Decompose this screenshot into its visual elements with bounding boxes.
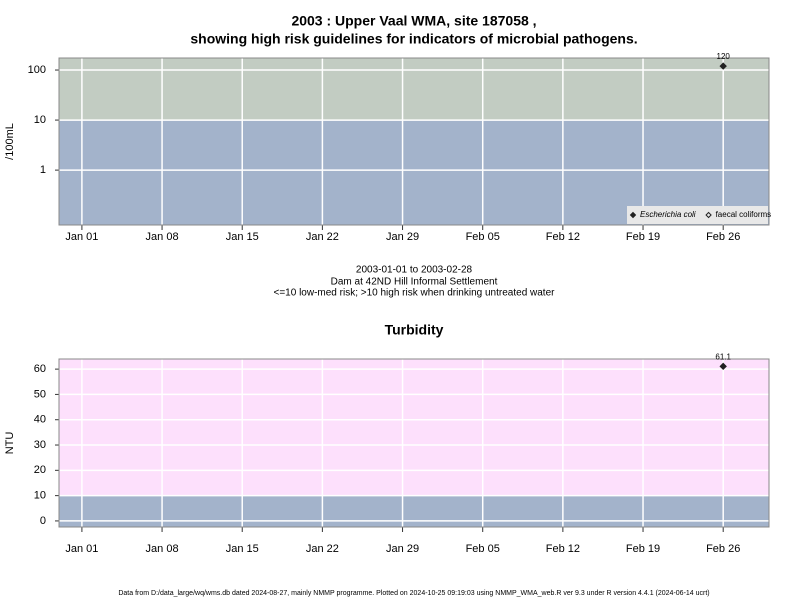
risk-band xyxy=(59,58,769,121)
y-tick-label: 10 xyxy=(34,490,46,502)
x-tick-label: Feb 19 xyxy=(626,543,660,555)
y-tick-label: 10 xyxy=(34,114,46,126)
legend-marker xyxy=(629,211,637,219)
caption-line: <=10 low-med risk; >10 high risk when dr… xyxy=(274,288,556,299)
x-tick-label: Feb 26 xyxy=(706,231,740,243)
caption-line: Dam at 42ND Hill Informal Settlement xyxy=(331,277,498,288)
x-tick-label: Feb 19 xyxy=(626,231,660,243)
footer: Data from D:/data_large/wq/wms.db dated … xyxy=(118,590,709,597)
x-tick-label: Jan 08 xyxy=(146,543,179,555)
x-tick-label: Jan 15 xyxy=(226,543,259,555)
legend-box xyxy=(627,206,768,224)
x-tick-label: Feb 05 xyxy=(466,543,500,555)
chart-title: 2003 : Upper Vaal WMA, site 187058 , xyxy=(291,13,536,29)
x-tick-label: Jan 08 xyxy=(146,231,179,243)
x-tick-label: Jan 22 xyxy=(306,543,339,555)
legend-entry: Escherichia coli xyxy=(640,210,696,219)
chart-title: Turbidity xyxy=(385,322,444,338)
legend-marker xyxy=(705,211,712,219)
value-label: 61.1 xyxy=(715,352,731,361)
chart-title: showing high risk guidelines for indicat… xyxy=(190,31,637,47)
x-tick-label: Jan 01 xyxy=(65,543,98,555)
y-tick-label: 50 xyxy=(34,388,46,400)
y-tick-label: 100 xyxy=(28,64,46,76)
y-axis-label: /100mL xyxy=(4,123,16,160)
x-tick-label: Feb 12 xyxy=(546,543,580,555)
x-tick-label: Feb 12 xyxy=(546,231,580,243)
risk-band xyxy=(59,359,769,496)
x-tick-label: Jan 22 xyxy=(306,231,339,243)
plot-frame xyxy=(58,358,770,528)
y-tick-label: 1 xyxy=(40,164,46,176)
y-tick-label: 30 xyxy=(34,439,46,451)
y-tick-label: 60 xyxy=(34,363,46,375)
y-tick-label: 0 xyxy=(40,515,46,527)
data-point xyxy=(719,362,727,371)
x-tick-label: Jan 29 xyxy=(386,231,419,243)
x-tick-label: Jan 29 xyxy=(386,543,419,555)
y-tick-label: 40 xyxy=(34,414,46,426)
y-tick-label: 20 xyxy=(34,464,46,476)
x-tick-label: Feb 05 xyxy=(466,231,500,243)
x-tick-label: Feb 26 xyxy=(706,543,740,555)
caption-line: 2003-01-01 to 2003-02-28 xyxy=(356,265,473,276)
data-point xyxy=(719,62,727,70)
y-axis-label: NTU xyxy=(4,432,16,455)
value-label: 120 xyxy=(717,52,731,61)
plot-frame xyxy=(58,57,770,226)
legend-entry: faecal coliforms xyxy=(716,210,772,219)
risk-band xyxy=(59,495,769,527)
x-tick-label: Jan 15 xyxy=(226,231,259,243)
x-tick-label: Jan 01 xyxy=(65,231,98,243)
